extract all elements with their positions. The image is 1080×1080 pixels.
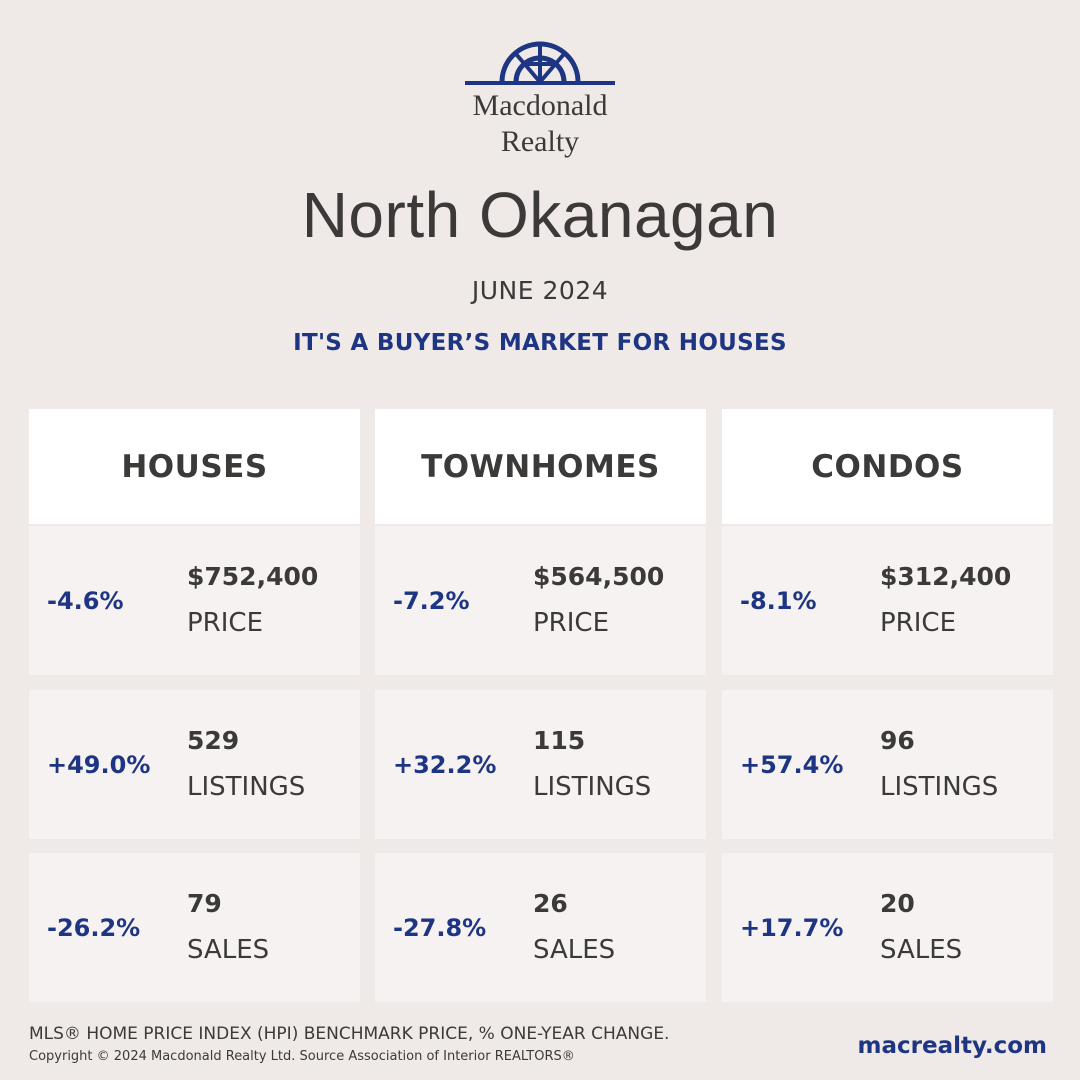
stat-change: -27.8% bbox=[393, 913, 487, 942]
stat-label: SALES bbox=[187, 935, 270, 965]
stat-card-townhomes-sales: -27.8% 26 SALES bbox=[375, 853, 706, 1002]
page-title: North Okanagan bbox=[301, 179, 779, 251]
stat-value: $752,400 bbox=[187, 562, 319, 591]
stat-change: +57.4% bbox=[740, 750, 844, 779]
stat-card-houses-sales: -26.2% 79 SALES bbox=[29, 853, 360, 1002]
stat-value: $312,400 bbox=[880, 562, 1012, 591]
stat-value: 529 bbox=[187, 726, 240, 755]
stat-value: 79 bbox=[187, 889, 222, 918]
stat-card-condos-sales: +17.7% 20 SALES bbox=[722, 853, 1053, 1002]
market-headline: IT'S A BUYER’S MARKET FOR HOUSES bbox=[293, 330, 787, 356]
stat-card-houses-listings: +49.0% 529 LISTINGS bbox=[29, 690, 360, 839]
column-header-townhomes: TOWNHOMES bbox=[375, 409, 706, 524]
column-header-condos: CONDOS bbox=[722, 409, 1053, 524]
stat-change: +49.0% bbox=[47, 750, 151, 779]
methodology-note: MLS® HOME PRICE INDEX (HPI) BENCHMARK PR… bbox=[29, 1024, 670, 1044]
stat-value: $564,500 bbox=[533, 562, 665, 591]
stat-label: SALES bbox=[533, 935, 616, 965]
copyright-text: Copyright © 2024 Macdonald Realty Ltd. S… bbox=[29, 1049, 575, 1064]
stat-change: +17.7% bbox=[740, 913, 844, 942]
brand-name-line1: Macdonald bbox=[472, 89, 608, 122]
stat-change: -26.2% bbox=[47, 913, 141, 942]
stat-label: LISTINGS bbox=[880, 772, 999, 802]
brand-logo: Macdonald Realty bbox=[460, 40, 620, 165]
report-date: JUNE 2024 bbox=[471, 276, 609, 305]
brand-name-line2: Realty bbox=[500, 125, 580, 158]
stat-card-houses-price: -4.6% $752,400 PRICE bbox=[29, 526, 360, 675]
stat-value: 20 bbox=[880, 889, 915, 918]
sunrise-logo-icon bbox=[465, 41, 615, 85]
column-header-houses: HOUSES bbox=[29, 409, 360, 524]
website-link[interactable]: macrealty.com bbox=[857, 1033, 1047, 1059]
stat-change: -4.6% bbox=[47, 586, 124, 615]
stat-value: 96 bbox=[880, 726, 915, 755]
stat-change: -8.1% bbox=[740, 586, 817, 615]
stat-label: LISTINGS bbox=[187, 772, 306, 802]
stat-label: PRICE bbox=[880, 608, 956, 638]
stat-change: -7.2% bbox=[393, 586, 470, 615]
stat-label: PRICE bbox=[187, 608, 263, 638]
stat-label: LISTINGS bbox=[533, 772, 652, 802]
stat-card-townhomes-price: -7.2% $564,500 PRICE bbox=[375, 526, 706, 675]
stat-value: 26 bbox=[533, 889, 568, 918]
stat-card-condos-listings: +57.4% 96 LISTINGS bbox=[722, 690, 1053, 839]
stat-card-condos-price: -8.1% $312,400 PRICE bbox=[722, 526, 1053, 675]
stat-label: SALES bbox=[880, 935, 963, 965]
stat-label: PRICE bbox=[533, 608, 609, 638]
stat-card-townhomes-listings: +32.2% 115 LISTINGS bbox=[375, 690, 706, 839]
stat-change: +32.2% bbox=[393, 750, 497, 779]
stat-value: 115 bbox=[533, 726, 586, 755]
